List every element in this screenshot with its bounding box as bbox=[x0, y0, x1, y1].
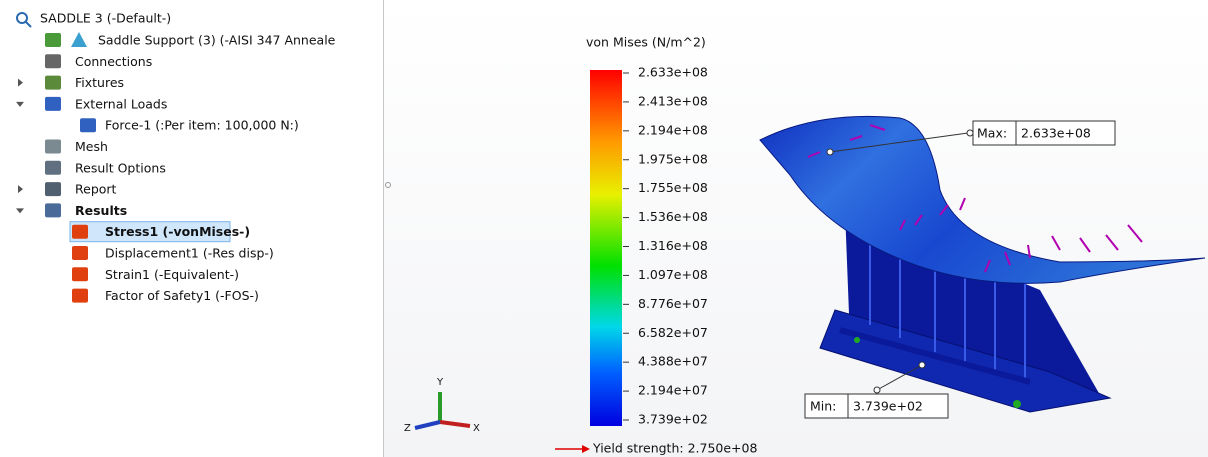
legend-label: 6.582e+07 bbox=[638, 325, 708, 340]
legend-title: von Mises (N/m^2) bbox=[586, 35, 706, 50]
min-anchor bbox=[874, 387, 880, 393]
legend-label: 2.194e+08 bbox=[638, 122, 708, 137]
tree-item[interactable]: Result Options bbox=[75, 160, 166, 175]
tree-item[interactable]: Factor of Safety1 (-FOS-) bbox=[105, 288, 259, 303]
tree-item[interactable]: Stress1 (-vonMises-) bbox=[105, 224, 250, 239]
legend-label: 3.739e+02 bbox=[638, 412, 708, 427]
max-label: Max: bbox=[977, 126, 1007, 141]
legend-label: 4.388e+07 bbox=[638, 354, 708, 369]
min-value: 3.739e+02 bbox=[853, 399, 923, 414]
tree-item[interactable]: Force-1 (:Per item: 100,000 N:) bbox=[105, 118, 299, 133]
app-window: Max: 2.633e+08 Min: 3.739e+02 von Mises … bbox=[0, 0, 1208, 457]
tree-icon bbox=[45, 140, 61, 154]
tree-icon bbox=[72, 289, 88, 303]
legend-label: 1.536e+08 bbox=[638, 209, 708, 224]
tree-icon bbox=[72, 267, 88, 281]
legend-colorbar bbox=[590, 70, 622, 426]
triad-x: X bbox=[473, 423, 480, 434]
min-point bbox=[919, 362, 925, 368]
screen: Max: 2.633e+08 Min: 3.739e+02 von Mises … bbox=[0, 0, 1208, 457]
tree-item[interactable]: Mesh bbox=[75, 139, 108, 154]
tree-icon bbox=[72, 246, 88, 260]
tree-item[interactable]: Results bbox=[75, 203, 127, 218]
tree-item[interactable]: Report bbox=[75, 182, 117, 197]
tree-icon bbox=[45, 54, 61, 68]
tree-icon bbox=[80, 118, 96, 132]
tree-icon bbox=[45, 33, 61, 47]
tree-root[interactable]: SADDLE 3 (-Default-) bbox=[40, 11, 171, 26]
tree-icon bbox=[72, 225, 88, 239]
tree-icon bbox=[45, 182, 61, 196]
legend-label: 1.097e+08 bbox=[638, 267, 708, 282]
tree-item[interactable]: Strain1 (-Equivalent-) bbox=[105, 267, 239, 282]
tree-icon bbox=[45, 76, 61, 90]
legend-label: 1.975e+08 bbox=[638, 151, 708, 166]
legend-label: 2.633e+08 bbox=[638, 65, 708, 80]
legend-label: 2.194e+07 bbox=[638, 383, 708, 398]
tree-icon bbox=[45, 203, 61, 217]
tree-icon bbox=[45, 161, 61, 175]
min-label: Min: bbox=[810, 399, 836, 414]
max-value: 2.633e+08 bbox=[1021, 126, 1091, 141]
tree-icon bbox=[45, 97, 61, 111]
tree-item[interactable]: Fixtures bbox=[75, 75, 124, 90]
yield-strength: Yield strength: 2.750e+08 bbox=[592, 441, 757, 456]
tree-item[interactable]: Connections bbox=[75, 54, 152, 69]
triad-y: Y bbox=[436, 377, 444, 388]
legend-label: 1.755e+08 bbox=[638, 180, 708, 195]
legend-label: 2.413e+08 bbox=[638, 93, 708, 108]
triad-z: Z bbox=[404, 423, 411, 434]
max-anchor bbox=[967, 130, 973, 136]
legend-label: 8.776e+07 bbox=[638, 296, 708, 311]
tree-item[interactable]: Saddle Support (3) (-AISI 347 Anneale bbox=[98, 33, 336, 48]
legend-label: 1.316e+08 bbox=[638, 238, 708, 253]
tree-item[interactable]: Displacement1 (-Res disp-) bbox=[105, 246, 274, 261]
tree-item[interactable]: External Loads bbox=[75, 96, 167, 111]
max-point bbox=[827, 149, 833, 155]
